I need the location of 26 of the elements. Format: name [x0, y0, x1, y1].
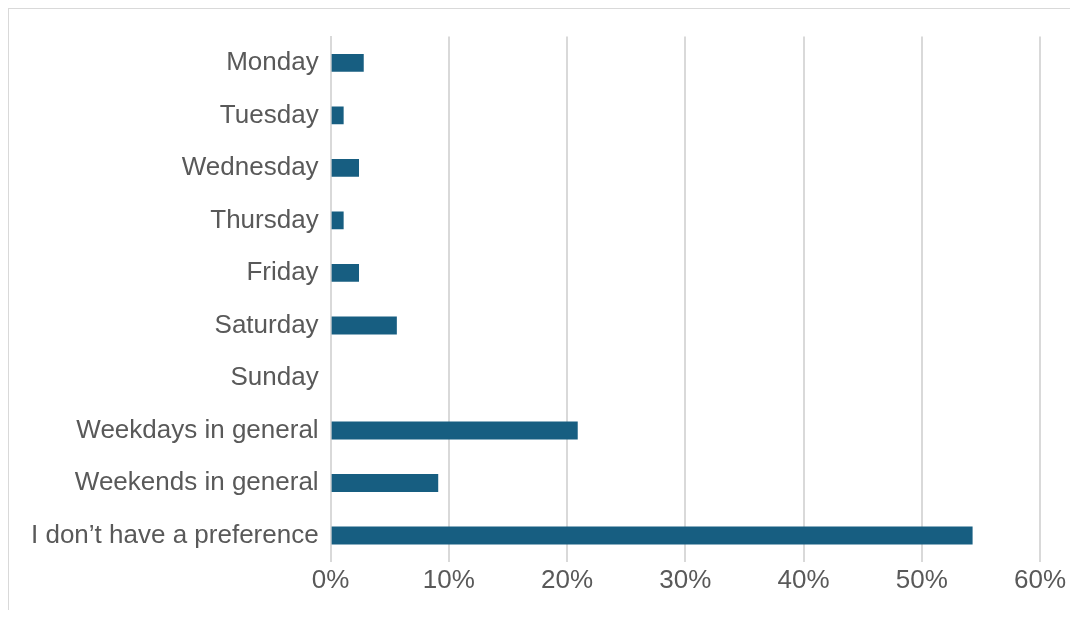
y-tick-label: Sunday — [230, 361, 319, 392]
x-tick-label: 20% — [541, 563, 594, 594]
x-tick-label: 10% — [422, 563, 475, 594]
y-tick-label: Monday — [226, 46, 319, 77]
y-tick-label: Weekdays in general — [76, 413, 319, 444]
y-tick-label: Weekends in general — [74, 466, 319, 497]
x-tick-label: 50% — [895, 563, 948, 594]
x-tick-label: 60% — [1013, 563, 1066, 594]
bar — [331, 158, 360, 177]
bar — [331, 53, 364, 72]
y-tick-label: Friday — [246, 256, 319, 287]
x-tick-label: 0% — [311, 563, 350, 594]
bar — [331, 316, 397, 335]
bar — [331, 264, 360, 282]
bar — [331, 421, 578, 440]
bar — [331, 211, 344, 230]
y-tick-label: I don’t have a preference — [31, 518, 319, 549]
x-tick-label: 40% — [777, 563, 830, 594]
y-tick-label: Wednesday — [181, 151, 319, 182]
x-tick-label: 30% — [659, 563, 712, 594]
y-tick-label: Saturday — [214, 308, 319, 339]
y-tick-label: Thursday — [210, 203, 319, 234]
bar — [331, 526, 973, 545]
bar — [331, 474, 439, 492]
y-tick-label: Tuesday — [219, 98, 319, 129]
bar — [331, 106, 344, 125]
